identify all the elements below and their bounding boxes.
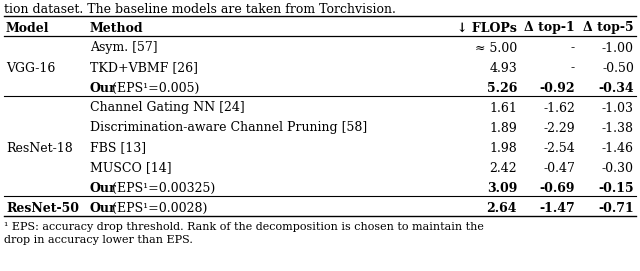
Text: FBS [13]: FBS [13]: [90, 141, 146, 154]
Text: Δ top-5: Δ top-5: [584, 21, 634, 34]
Text: -0.30: -0.30: [602, 162, 634, 175]
Text: Our: Our: [90, 182, 116, 195]
Text: (EPS¹=0.0028): (EPS¹=0.0028): [108, 202, 207, 215]
Text: ResNet-50: ResNet-50: [6, 202, 79, 215]
Text: 5.26: 5.26: [486, 82, 517, 95]
Text: 2.64: 2.64: [486, 202, 517, 215]
Text: Our: Our: [90, 82, 116, 95]
Text: 3.09: 3.09: [486, 182, 517, 195]
Text: Δ top-1: Δ top-1: [524, 21, 575, 34]
Text: -0.15: -0.15: [598, 182, 634, 195]
Text: ↓ FLOPs: ↓ FLOPs: [457, 21, 517, 34]
Text: -1.03: -1.03: [602, 102, 634, 115]
Text: -: -: [571, 41, 575, 54]
Text: ≈ 5.00: ≈ 5.00: [475, 41, 517, 54]
Text: ¹ EPS: accuracy drop threshold. Rank of the decomposition is chosen to maintain : ¹ EPS: accuracy drop threshold. Rank of …: [4, 222, 484, 245]
Text: Our: Our: [90, 202, 116, 215]
Text: 4.93: 4.93: [489, 62, 517, 75]
Text: 2.42: 2.42: [490, 162, 517, 175]
Text: -0.71: -0.71: [598, 202, 634, 215]
Text: -1.46: -1.46: [602, 141, 634, 154]
Text: (EPS¹=0.005): (EPS¹=0.005): [108, 82, 200, 95]
Text: -1.00: -1.00: [602, 41, 634, 54]
Text: 1.98: 1.98: [489, 141, 517, 154]
Text: -: -: [571, 62, 575, 75]
Text: -0.69: -0.69: [540, 182, 575, 195]
Text: tion dataset. The baseline models are taken from Torchvision.: tion dataset. The baseline models are ta…: [4, 3, 396, 16]
Text: 1.61: 1.61: [489, 102, 517, 115]
Text: -1.47: -1.47: [540, 202, 575, 215]
Text: -0.34: -0.34: [598, 82, 634, 95]
Text: (EPS¹=0.00325): (EPS¹=0.00325): [108, 182, 215, 195]
Text: 1.89: 1.89: [489, 121, 517, 134]
Text: -2.29: -2.29: [543, 121, 575, 134]
Text: -2.54: -2.54: [543, 141, 575, 154]
Text: MUSCO [14]: MUSCO [14]: [90, 162, 172, 175]
Text: ResNet-18: ResNet-18: [6, 141, 73, 154]
Text: Model: Model: [6, 21, 49, 34]
Text: -1.38: -1.38: [602, 121, 634, 134]
Text: Asym. [57]: Asym. [57]: [90, 41, 157, 54]
Text: Channel Gating NN [24]: Channel Gating NN [24]: [90, 102, 244, 115]
Text: Discrimination-aware Channel Pruning [58]: Discrimination-aware Channel Pruning [58…: [90, 121, 367, 134]
Text: -0.47: -0.47: [543, 162, 575, 175]
Text: -0.92: -0.92: [540, 82, 575, 95]
Text: VGG-16: VGG-16: [6, 62, 56, 75]
Text: Method: Method: [90, 21, 143, 34]
Text: -1.62: -1.62: [543, 102, 575, 115]
Text: TKD+VBMF [26]: TKD+VBMF [26]: [90, 62, 198, 75]
Text: -0.50: -0.50: [602, 62, 634, 75]
